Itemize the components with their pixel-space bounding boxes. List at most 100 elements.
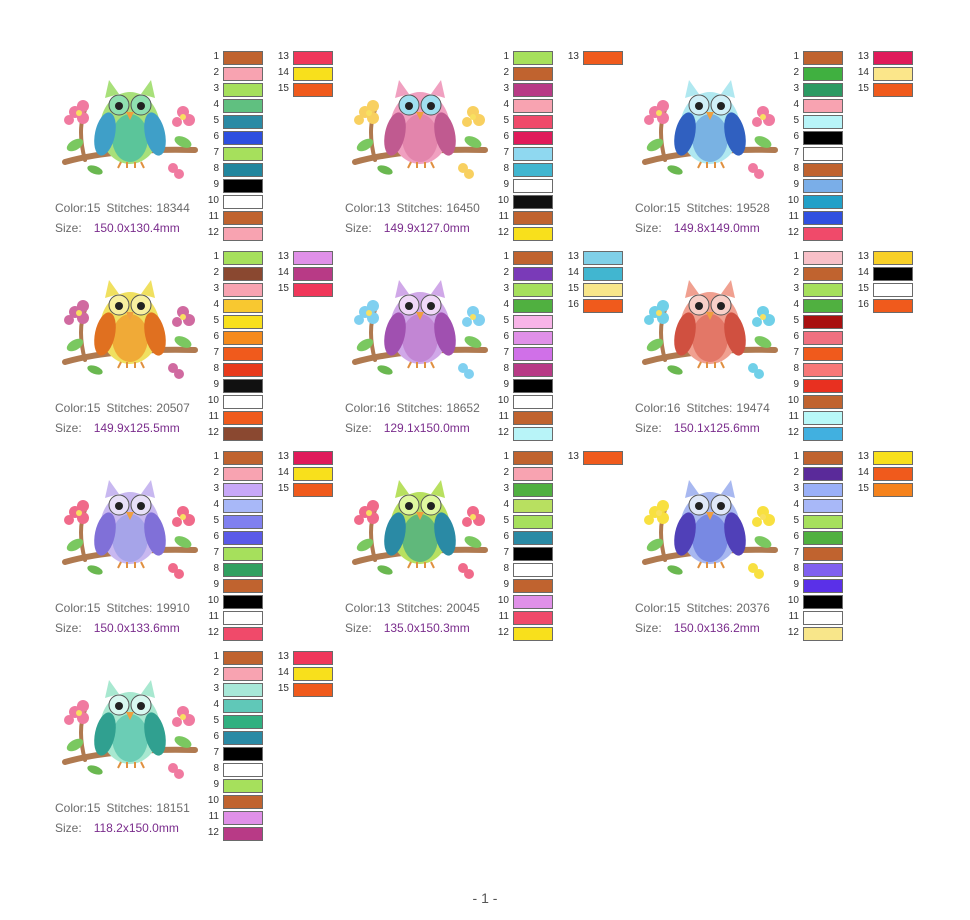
thread-color-box [223, 595, 263, 609]
thread-color-box [223, 699, 263, 713]
thread-color-box [513, 531, 553, 545]
thread-color-box [293, 51, 333, 65]
stitch-count: 18344 [156, 201, 190, 215]
thread-color-box [873, 251, 913, 265]
thread-color-box [293, 651, 333, 665]
thread-number: 5 [213, 515, 219, 526]
thread-number: 7 [503, 147, 509, 158]
thread-color-box [583, 451, 623, 465]
thread-number: 12 [787, 427, 799, 438]
color-count: 15 [87, 601, 101, 615]
thread-color-box [803, 83, 843, 97]
thread-number: 1 [793, 451, 799, 462]
thread-color-box [803, 379, 843, 393]
color-count: 15 [87, 201, 101, 215]
thread-color-box [583, 51, 623, 65]
design-card: Color:16 Stitches: 18652 Size: 129.1x150.0mm… [345, 250, 635, 450]
thread-color-box [803, 579, 843, 593]
thread-number: 11 [788, 211, 799, 222]
thread-color-box [223, 467, 263, 481]
thread-color-box [803, 331, 843, 345]
thread-number: 13 [567, 251, 579, 262]
thread-color-box [513, 115, 553, 129]
thread-color-box [803, 515, 843, 529]
thread-number: 13 [277, 251, 289, 262]
thread-number: 6 [213, 331, 219, 342]
thread-color-box [223, 67, 263, 81]
thread-color-box [513, 347, 553, 361]
thread-number: 14 [277, 667, 289, 678]
thread-color-box [803, 411, 843, 425]
thread-color-box [873, 467, 913, 481]
thread-number: 5 [503, 115, 509, 126]
thread-number: 10 [787, 195, 799, 206]
thread-number: 14 [857, 267, 869, 278]
thread-color-box [803, 483, 843, 497]
thread-number: 1 [213, 51, 219, 62]
thread-color-box [873, 267, 913, 281]
owl-design-thumbnail [345, 250, 495, 400]
thread-number: 12 [497, 427, 509, 438]
thread-number: 11 [788, 611, 799, 622]
thread-number: 1 [503, 51, 509, 62]
thread-color-box [803, 595, 843, 609]
thread-number: 4 [503, 299, 509, 310]
color-count: 13 [377, 601, 391, 615]
thread-color-box [223, 547, 263, 561]
size-label: Size: [345, 421, 372, 435]
thread-color-box [803, 179, 843, 193]
thread-number: 13 [857, 451, 869, 462]
thread-number: 5 [793, 515, 799, 526]
thread-color-box [223, 451, 263, 465]
thread-color-box [513, 547, 553, 561]
thread-color-box [583, 251, 623, 265]
stitches-label: Stitches: [396, 201, 443, 215]
thread-color-box [803, 251, 843, 265]
stitch-count: 18151 [156, 801, 190, 815]
thread-color-box [223, 99, 263, 113]
thread-color-box [513, 483, 553, 497]
thread-number: 9 [213, 779, 219, 790]
thread-color-box [803, 547, 843, 561]
thread-number: 12 [207, 427, 219, 438]
thread-number: 11 [208, 811, 219, 822]
thread-color-box [803, 499, 843, 513]
thread-number: 13 [567, 451, 579, 462]
thread-number: 13 [857, 251, 869, 262]
thread-color-box [803, 283, 843, 297]
design-color-stitch-info: Color:15 Stitches: 20376 [635, 601, 770, 615]
size-label: Size: [55, 821, 82, 835]
thread-color-box [223, 379, 263, 393]
thread-color-box [223, 499, 263, 513]
thread-number: 15 [277, 83, 289, 94]
thread-color-box [513, 251, 553, 265]
thread-color-box [223, 115, 263, 129]
thread-color-box [803, 211, 843, 225]
size-label: Size: [635, 621, 662, 635]
thread-color-box [803, 427, 843, 441]
thread-number: 6 [793, 331, 799, 342]
thread-color-box [803, 627, 843, 641]
thread-number: 10 [497, 195, 509, 206]
thread-number: 13 [567, 51, 579, 62]
thread-color-box [513, 299, 553, 313]
thread-number: 9 [503, 579, 509, 590]
thread-number: 12 [207, 627, 219, 638]
thread-number: 3 [793, 283, 799, 294]
thread-color-box [803, 451, 843, 465]
thread-number: 12 [497, 627, 509, 638]
thread-color-box [223, 131, 263, 145]
thread-number: 16 [567, 299, 579, 310]
thread-number: 9 [213, 379, 219, 390]
thread-number: 10 [207, 595, 219, 606]
stitch-count: 19474 [736, 401, 770, 415]
stitch-count: 20507 [156, 401, 190, 415]
thread-color-box [223, 795, 263, 809]
thread-color-box [223, 483, 263, 497]
thread-color-box [223, 411, 263, 425]
thread-color-box [223, 651, 263, 665]
thread-number: 3 [793, 483, 799, 494]
thread-color-box [803, 131, 843, 145]
owl-design-thumbnail [345, 50, 495, 200]
design-size-info: Size: 149.9x125.5mm [55, 421, 180, 435]
